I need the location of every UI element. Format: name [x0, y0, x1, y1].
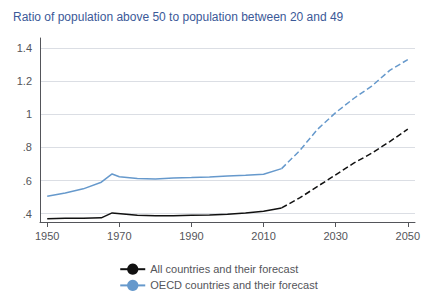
svg-text:2030: 2030: [323, 230, 347, 242]
svg-text:2010: 2010: [251, 230, 275, 242]
svg-text:.6: .6: [23, 175, 32, 187]
svg-text:1950: 1950: [35, 230, 59, 242]
svg-text:2050: 2050: [396, 230, 420, 242]
svg-text:.8: .8: [23, 141, 32, 153]
svg-text:1.2: 1.2: [17, 75, 32, 87]
svg-text:Ratio of population above 50 t: Ratio of population above 50 to populati…: [13, 10, 344, 24]
svg-text:All countries and their foreca: All countries and their forecast: [150, 263, 298, 275]
svg-text:OECD countries and their forec: OECD countries and their forecast: [150, 279, 318, 291]
svg-text:1: 1: [26, 108, 32, 120]
svg-text:1970: 1970: [107, 230, 131, 242]
svg-text:.4: .4: [23, 208, 32, 220]
svg-text:1990: 1990: [179, 230, 203, 242]
svg-text:1.4: 1.4: [17, 42, 32, 54]
